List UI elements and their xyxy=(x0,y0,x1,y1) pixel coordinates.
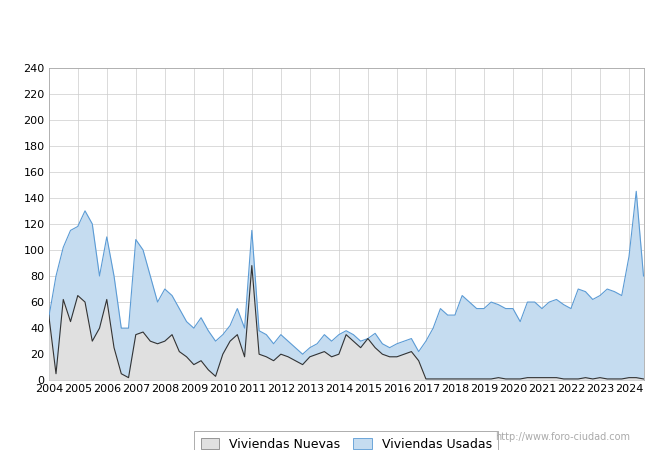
Text: Alfafar - Evolucion del Nº de Transacciones Inmobiliarias: Alfafar - Evolucion del Nº de Transaccio… xyxy=(99,18,551,33)
Legend: Viviendas Nuevas, Viviendas Usadas: Viviendas Nuevas, Viviendas Usadas xyxy=(194,432,498,450)
Text: http://www.foro-ciudad.com: http://www.foro-ciudad.com xyxy=(495,432,630,442)
